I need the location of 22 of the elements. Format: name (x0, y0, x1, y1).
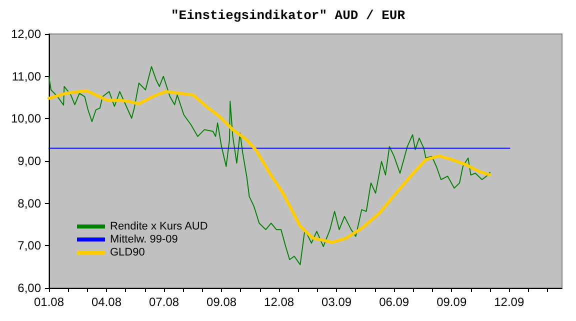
x-tick-label: 07.08 (149, 295, 180, 309)
x-tick-label: 03.09 (322, 295, 352, 309)
y-tick-label: 6,00 (18, 281, 42, 295)
legend-label: GLD90 (110, 246, 145, 258)
y-tick-label: 12,00 (10, 27, 42, 41)
line-series (48, 89, 492, 244)
legend-label: Mittelw. 99-09 (110, 234, 178, 246)
y-tick-label: 7,00 (18, 238, 42, 253)
x-tick-label: 09.08 (206, 295, 237, 309)
x-tick-label: 12.08 (264, 295, 294, 309)
line-series (48, 66, 490, 266)
x-tick-label: 04.08 (92, 295, 122, 309)
x-tick-label: 01.08 (34, 295, 64, 309)
x-tick-label: 06.09 (379, 295, 410, 309)
y-tick-label: 10,00 (10, 112, 42, 126)
legend-label: Rendite x Kurs AUD (110, 220, 208, 232)
x-tick-label: 09.09 (436, 295, 467, 309)
chart-title: "Einstiegsindikator" AUD / EUR (170, 8, 406, 23)
x-tick-label: 12.09 (494, 295, 524, 309)
y-tick-label: 9,00 (18, 154, 42, 168)
y-tick-label: 11,00 (12, 69, 42, 84)
y-tick-label: 8,00 (18, 196, 42, 210)
